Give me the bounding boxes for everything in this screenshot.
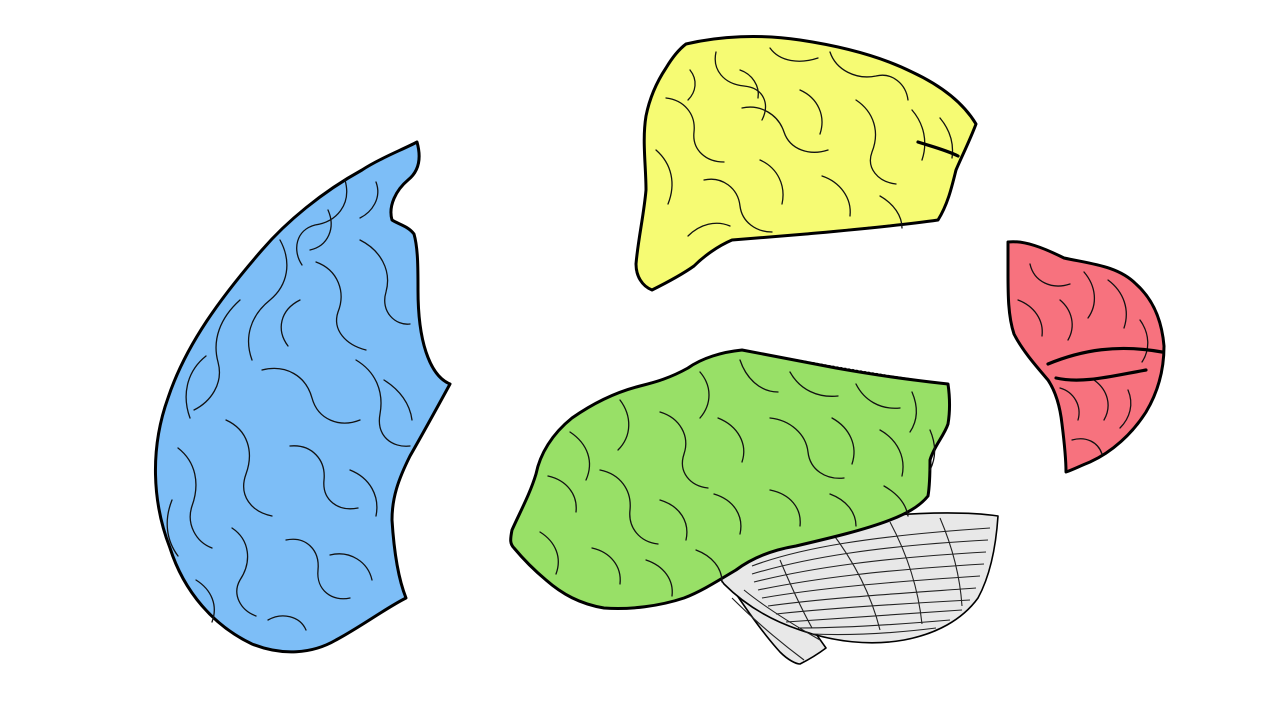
red-lobe-gyri [1017,263,1149,455]
blue-lobe-gyri [166,179,413,631]
green-lobe-gyri [539,359,936,597]
blue-lobe-shape [153,140,452,654]
green-lobe [509,348,951,610]
cerebellum-folia [731,517,991,661]
red-lobe-sulcus-lower [1054,368,1148,382]
yellow-lobe-cut-edge [731,219,939,241]
blue-lobe [153,140,452,654]
red-lobe [1006,240,1166,474]
yellow-lobe-gyri [655,47,954,237]
yellow-lobe-shape [634,35,978,292]
green-lobe-cut-edge [741,349,949,385]
yellow-lobe [634,35,978,292]
red-lobe-shape [1006,240,1166,474]
red-lobe-sulcus-upper [1046,346,1164,366]
green-lobe-shape [509,348,951,610]
yellow-lobe-sulcus [916,140,960,158]
